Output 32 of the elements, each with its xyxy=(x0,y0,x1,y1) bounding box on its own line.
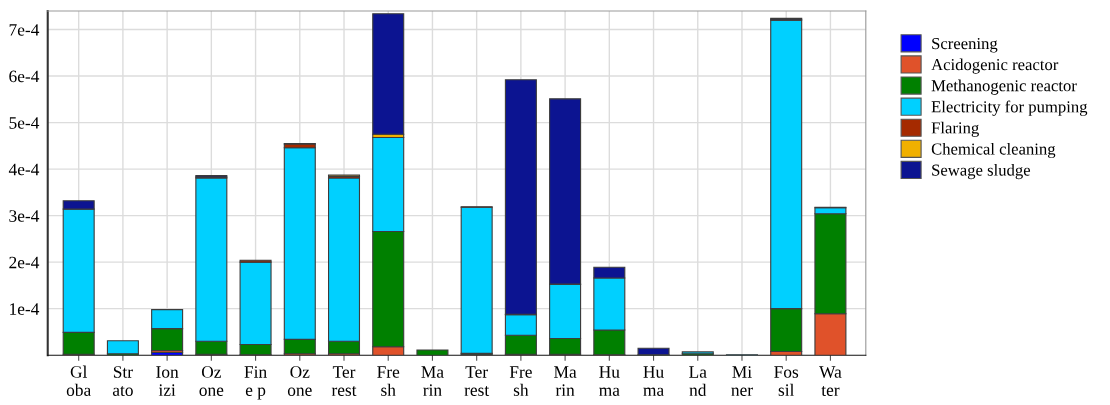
y-tick-label: 3e-4 xyxy=(9,210,40,222)
x-tick-label: Fre sh xyxy=(377,366,400,396)
legend-label: Sewage sludge xyxy=(932,163,1031,180)
x-tick-label: Oz one xyxy=(287,366,312,396)
legend-label: Acidogenic reactor xyxy=(931,58,1059,74)
legend-label: Screening xyxy=(932,37,998,53)
legend-label: Methanogenic reactor xyxy=(931,79,1077,95)
x-tick-label: Wa ter xyxy=(819,366,842,396)
x-tick-label: Str ato xyxy=(112,366,133,396)
x-tick-label: Ma rin xyxy=(554,366,577,396)
x-tick-label: La nd xyxy=(689,366,707,396)
y-tick-label: 2e-4 xyxy=(9,256,40,269)
y-tick-label: 6e-4 xyxy=(9,70,40,83)
x-tick-label: Ter rest xyxy=(331,366,357,396)
y-tick-label: 5e-4 xyxy=(9,117,40,129)
x-tick-label: Ter rest xyxy=(464,366,490,396)
legend-label: Flaring xyxy=(931,121,979,137)
y-tick-label: 7e-4 xyxy=(9,24,40,36)
x-tick-label: Hu ma xyxy=(599,366,620,396)
x-tick-label: Gl oba xyxy=(66,365,91,396)
y-tick-label: 1e-4 xyxy=(10,303,40,315)
x-tick-label: Ma rin xyxy=(421,366,444,396)
x-tick-label: Mi ner xyxy=(731,366,753,396)
legend-label: Chemical cleaning xyxy=(931,142,1056,159)
x-tick-label: Ion izi xyxy=(156,366,179,396)
x-tick-label: Fin e p xyxy=(244,366,267,400)
x-tick-label: Hu ma xyxy=(643,366,664,396)
legend-label: Electricity for pumping xyxy=(931,100,1088,116)
y-tick-label: 4e-4 xyxy=(8,163,40,176)
x-tick-label: Fos sil xyxy=(774,366,799,396)
x-tick-label: Fre sh xyxy=(509,366,532,396)
x-tick-label: Oz one xyxy=(199,366,224,396)
